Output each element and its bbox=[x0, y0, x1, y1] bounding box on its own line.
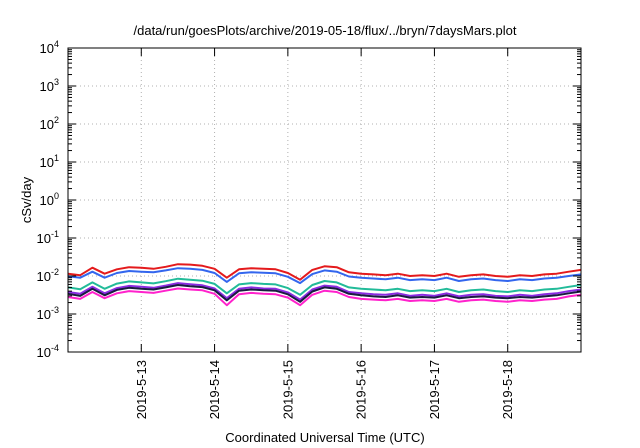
series-line-4 bbox=[67, 282, 582, 301]
y-tick-label: 10-3 bbox=[37, 305, 59, 322]
x-tick-label: 2019-5-14 bbox=[207, 360, 222, 419]
x-axis: 2019-5-13 2019-5-14 2019-5-15 2019-5-16 2019… bbox=[134, 48, 515, 419]
y-tick-label: 100 bbox=[40, 191, 59, 208]
y-axis: 104 103 102 101 100 10-1 10-2 10-3 10-4 bbox=[37, 39, 581, 360]
y-tick-label: 10-1 bbox=[37, 229, 59, 246]
y-tick-label: 101 bbox=[40, 153, 59, 170]
x-axis-label: Coordinated Universal Time (UTC) bbox=[225, 430, 424, 445]
gridlines bbox=[68, 48, 581, 352]
series-line-2 bbox=[67, 267, 582, 285]
y-tick-label: 10-4 bbox=[37, 343, 59, 360]
x-tick-label: 2019-5-18 bbox=[500, 360, 515, 419]
x-tick-label: 2019-5-13 bbox=[134, 360, 149, 419]
x-tick-label: 2019-5-17 bbox=[427, 360, 442, 419]
y-tick-label: 103 bbox=[40, 77, 59, 94]
chart-title: /data/run/goesPlots/archive/2019-05-18/f… bbox=[134, 23, 517, 38]
x-tick-label: 2019-5-15 bbox=[280, 360, 295, 419]
y-axis-label: cSv/day bbox=[19, 176, 34, 223]
y-tick-label: 104 bbox=[40, 39, 59, 56]
y-tick-label: 102 bbox=[40, 115, 59, 132]
x-tick-label: 2019-5-16 bbox=[354, 360, 369, 419]
series-line-6 bbox=[67, 287, 582, 307]
series-line-1 bbox=[67, 263, 582, 281]
series-layer bbox=[67, 263, 582, 307]
series-line-3 bbox=[67, 277, 582, 296]
y-tick-label: 10-2 bbox=[37, 267, 59, 284]
series-line-5 bbox=[67, 284, 582, 303]
